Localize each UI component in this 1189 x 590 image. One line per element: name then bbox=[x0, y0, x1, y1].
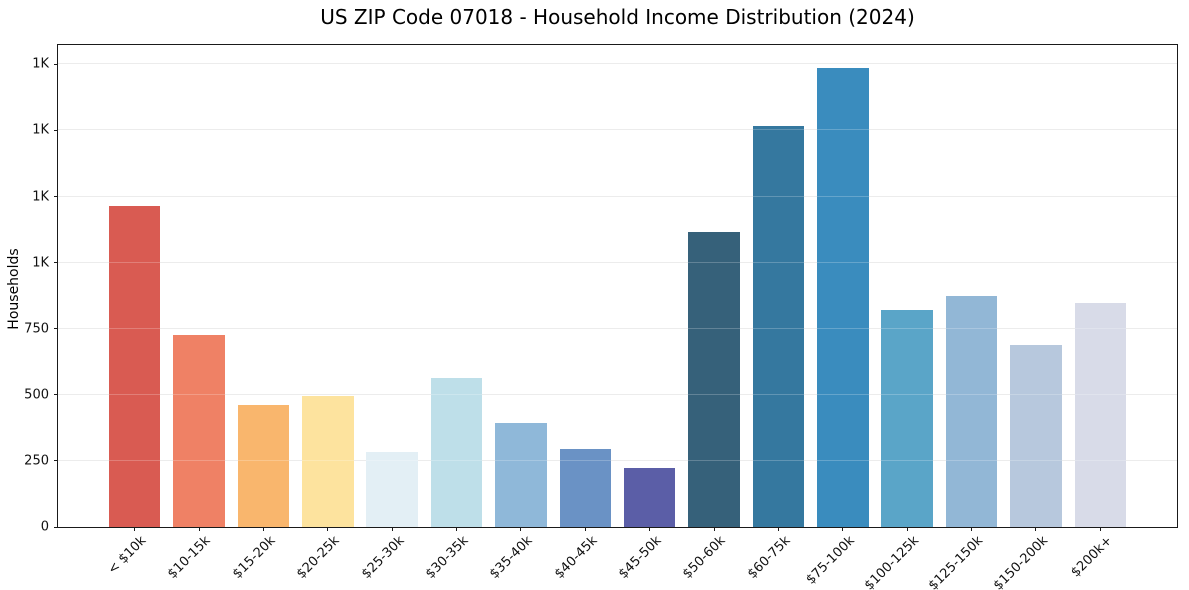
plot-area: 0 250 500 750 1K 1K 1K 1K < $10k $10-15k $15-20k $2… bbox=[24, 44, 1178, 590]
x-tick-label: $20-25k bbox=[294, 533, 343, 582]
y-tick-mark bbox=[54, 526, 58, 528]
y-tick-label: 1K bbox=[32, 122, 49, 138]
gridline bbox=[58, 195, 1177, 197]
x-tick-mark bbox=[1035, 527, 1037, 531]
bar-0 bbox=[108, 205, 161, 527]
y-tick-mark bbox=[54, 196, 58, 198]
x-tick-label: $15-20k bbox=[229, 533, 279, 582]
x-tick-mark bbox=[456, 527, 458, 531]
bar-7 bbox=[559, 449, 612, 527]
x-tick-mark bbox=[198, 527, 200, 531]
x-tick-mark bbox=[327, 527, 329, 531]
x-tick-mark bbox=[391, 527, 393, 531]
x-tick-label: $150-200k bbox=[990, 533, 1051, 590]
x-tick-mark bbox=[842, 527, 844, 531]
bar-2 bbox=[237, 405, 290, 527]
x-tick-label: $30-35k bbox=[422, 533, 472, 582]
x-tick-label: $125-150k bbox=[926, 533, 987, 590]
y-tick-label: 1K bbox=[32, 56, 49, 72]
y-tick-mark bbox=[54, 460, 58, 462]
y-tick-mark bbox=[54, 394, 58, 396]
bar-8 bbox=[623, 467, 676, 527]
gridline-overlay bbox=[58, 459, 1177, 461]
chart-title: US ZIP Code 07018 - Household Income Dis… bbox=[320, 5, 915, 29]
gridline-overlay bbox=[58, 393, 1177, 395]
x-tick-mark bbox=[649, 527, 651, 531]
x-tick-label: $10-15k bbox=[165, 533, 214, 582]
x-tick-mark bbox=[971, 527, 973, 531]
y-tick-label: 750 bbox=[24, 321, 49, 337]
x-tick-mark bbox=[584, 527, 586, 531]
x-tick-label: $35-40k bbox=[487, 533, 536, 582]
x-tick-label: $100-125k bbox=[861, 533, 923, 590]
bar-13 bbox=[945, 295, 998, 527]
y-tick-label: 500 bbox=[24, 387, 49, 403]
gridline bbox=[58, 63, 1177, 65]
y-axis-label: Households bbox=[6, 248, 22, 330]
bar-6 bbox=[495, 422, 547, 527]
x-tick-mark bbox=[713, 527, 715, 531]
x-tick-label: $40-45k bbox=[551, 533, 601, 582]
gridline-overlay bbox=[58, 261, 1177, 263]
x-tick-label: $25-30k bbox=[358, 533, 408, 582]
x-tick-mark bbox=[262, 527, 264, 531]
gridline-overlay bbox=[58, 327, 1177, 329]
bar-12 bbox=[881, 309, 933, 527]
gridline bbox=[58, 129, 1177, 131]
y-tick-label: 1K bbox=[32, 189, 49, 205]
gridline-overlay bbox=[58, 195, 1177, 197]
x-tick-mark bbox=[777, 527, 779, 531]
y-tick-mark bbox=[54, 328, 58, 330]
y-tick-label: 250 bbox=[24, 453, 49, 469]
bar-4 bbox=[366, 452, 418, 527]
x-tick-mark bbox=[520, 527, 522, 531]
y-tick-mark bbox=[54, 63, 58, 65]
bar-1 bbox=[173, 334, 225, 527]
x-tick-label: $60-75k bbox=[744, 533, 794, 582]
gridline bbox=[58, 327, 1177, 329]
x-tick-label: $50-60k bbox=[680, 533, 729, 582]
gridline-overlay bbox=[58, 129, 1177, 131]
y-tick-mark bbox=[54, 262, 58, 264]
gridline bbox=[58, 393, 1177, 395]
bar-5 bbox=[430, 377, 483, 527]
x-tick-label: $75-100k bbox=[803, 533, 858, 588]
bar-11 bbox=[817, 68, 869, 527]
gridline bbox=[58, 261, 1177, 263]
bar-14 bbox=[1010, 345, 1062, 527]
bar-15 bbox=[1074, 303, 1127, 527]
bar-10 bbox=[752, 125, 805, 527]
x-tick-label: < $10k bbox=[105, 533, 150, 578]
x-tick-label: $45-50k bbox=[616, 533, 665, 582]
x-tick-label: $200k+ bbox=[1068, 533, 1116, 581]
gridline bbox=[58, 459, 1177, 461]
y-tick-mark bbox=[54, 129, 58, 131]
x-tick-mark bbox=[906, 527, 908, 531]
y-tick-label: 1K bbox=[32, 255, 49, 271]
bar-9 bbox=[688, 231, 740, 527]
gridline-overlay bbox=[58, 63, 1177, 65]
y-tick-label: 0 bbox=[40, 519, 49, 535]
x-tick-mark bbox=[134, 527, 136, 531]
x-tick-mark bbox=[1099, 527, 1101, 531]
bar-3 bbox=[302, 395, 354, 527]
